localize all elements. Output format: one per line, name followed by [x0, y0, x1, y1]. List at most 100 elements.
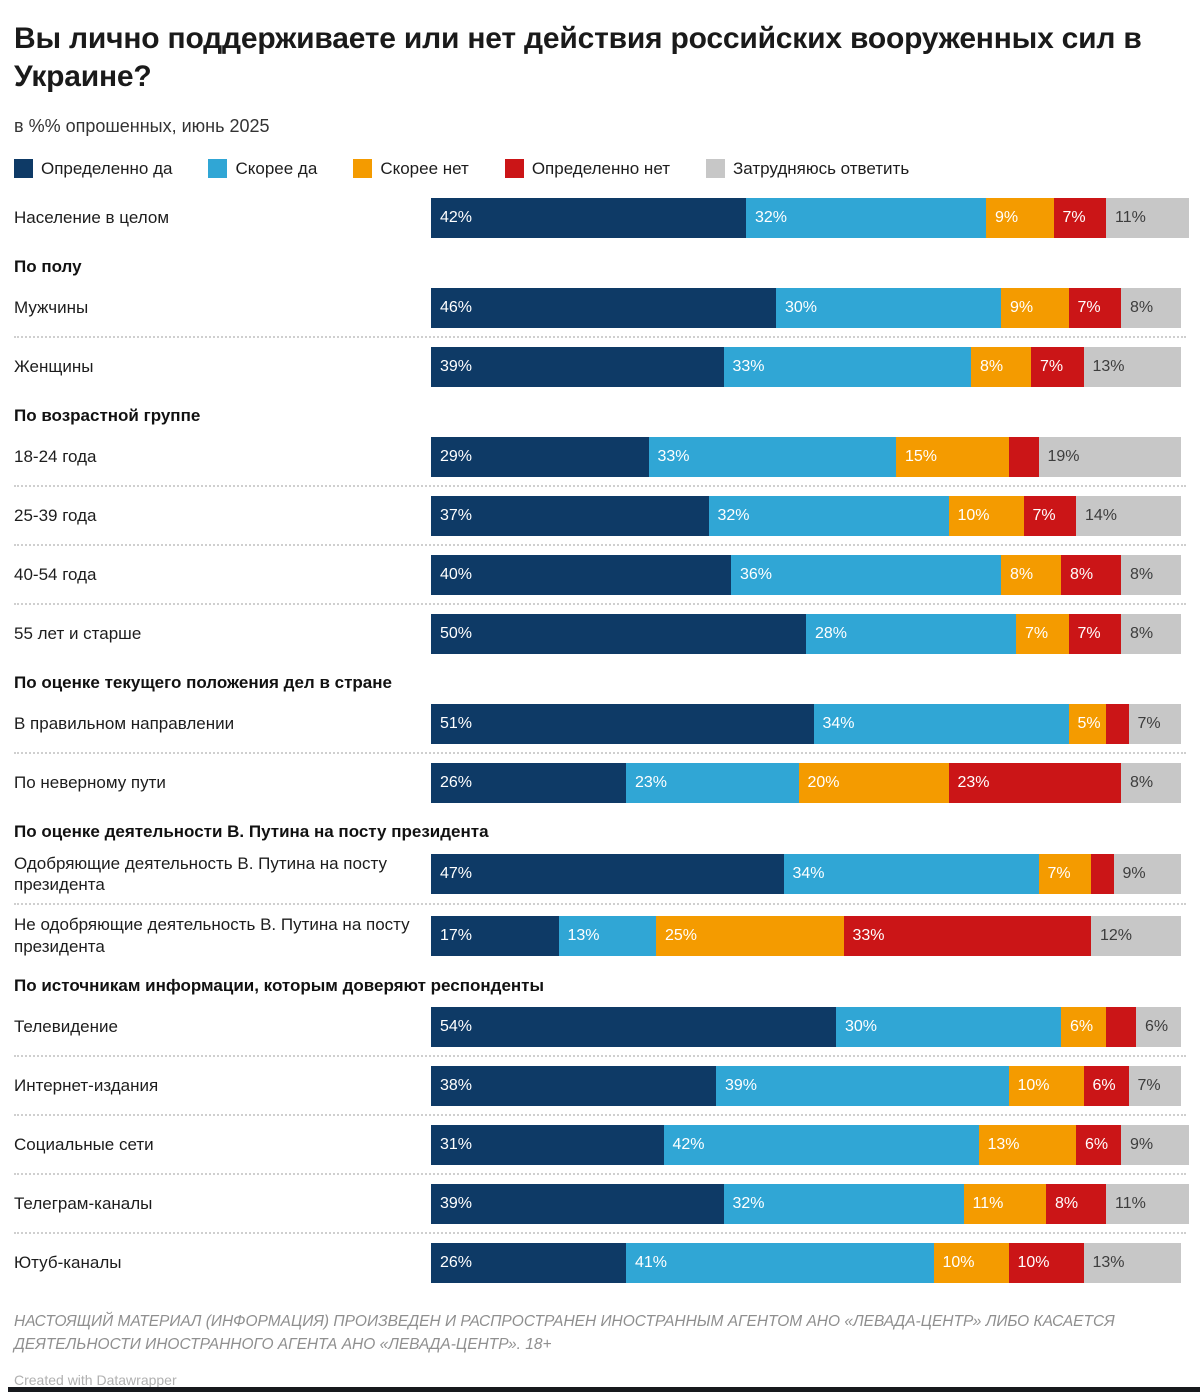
bar-segment-2: 10%	[1008, 1065, 1084, 1106]
bar-segment-1: 34%	[813, 703, 1069, 744]
bar-segment-3: 33%	[843, 915, 1091, 956]
segment-value-label: 26%	[440, 773, 473, 791]
segment-value-label: 7%	[1077, 298, 1101, 316]
bar-row: По неверному пути 26% 23% 20% 23% 8%	[14, 762, 1186, 803]
bar-segment-1: 23%	[626, 762, 799, 803]
segment-value-label: 31%	[440, 1135, 473, 1153]
legend-label: Затрудняюсь ответить	[733, 158, 910, 178]
segment-value-label: 13%	[1092, 357, 1125, 375]
bar-segment-0: 26%	[431, 1242, 626, 1283]
bar-track: 29% 33% 15% 19%	[431, 436, 1193, 477]
segment-value-label: 34%	[822, 714, 855, 732]
bar-track: 47% 34% 7% 9%	[431, 854, 1193, 895]
bar-segment-1: 28%	[806, 613, 1016, 654]
segment-value-label: 19%	[1047, 447, 1080, 465]
bar-segment-0: 29%	[431, 436, 649, 477]
segment-value-label: 34%	[792, 865, 825, 883]
segment-value-label: 54%	[440, 1017, 473, 1035]
bar-segment-3: 6%	[1083, 1065, 1129, 1106]
segment-value-label: 36%	[740, 565, 773, 583]
bar-segment-2: 11%	[963, 1183, 1046, 1224]
bar-segment-3: 7%	[1023, 495, 1076, 536]
bar-segment-3: 7%	[1031, 346, 1084, 387]
segment-value-label: 33%	[852, 926, 885, 944]
bar-row: 18-24 года 29% 33% 15% 19%	[14, 436, 1186, 477]
bar-segment-1: 32%	[723, 1183, 964, 1224]
row-label: Не одобряющие деятельность В. Путина на …	[14, 915, 410, 956]
footer: НАСТОЯЩИЙ МАТЕРИАЛ (ИНФОРМАЦИЯ) ПРОИЗВЕД…	[14, 1310, 1186, 1389]
bar-segment-1: 39%	[716, 1065, 1009, 1106]
segment-value-label: 26%	[440, 1253, 473, 1271]
bar-track: 38% 39% 10% 6% 7%	[431, 1065, 1193, 1106]
row-label: В правильном направлении	[14, 714, 235, 734]
bar-segment-4: 8%	[1121, 762, 1181, 803]
segment-value-label: 8%	[1070, 565, 1094, 583]
segment-value-label: 7%	[1137, 1076, 1161, 1094]
bar-track: 31% 42% 13% 6% 9%	[431, 1124, 1193, 1165]
bottom-divider-bar	[8, 1387, 1200, 1392]
segment-value-label: 30%	[785, 298, 818, 316]
segment-value-label: 8%	[1130, 565, 1154, 583]
segment-value-label: 33%	[657, 447, 690, 465]
bar-segment-1: 30%	[776, 287, 1001, 328]
segment-value-label: 9%	[1122, 865, 1146, 883]
legend-swatch-icon	[504, 159, 524, 179]
segment-value-label: 8%	[1130, 624, 1154, 642]
bar-segment-3	[1106, 1006, 1136, 1047]
bar-segment-1: 34%	[783, 854, 1039, 895]
segment-value-label: 11%	[1115, 208, 1146, 226]
bar-segment-4: 6%	[1136, 1006, 1181, 1047]
bar-segment-2: 9%	[986, 197, 1054, 238]
bar-segment-3	[1091, 854, 1114, 895]
segment-value-label: 20%	[807, 773, 840, 791]
group-header: По полу	[14, 256, 82, 276]
bar-segment-4: 13%	[1083, 1242, 1181, 1283]
legend-label: Скорее да	[235, 158, 318, 178]
segment-value-label: 12%	[1100, 926, 1133, 944]
bar-row: 40-54 года 40% 36% 8% 8% 8%	[14, 554, 1186, 595]
bar-track: 17% 13% 25% 33% 12%	[431, 915, 1193, 956]
row-label: Социальные сети	[14, 1135, 154, 1155]
segment-value-label: 42%	[440, 208, 473, 226]
segment-value-label: 9%	[1010, 298, 1034, 316]
bar-track: 50% 28% 7% 7% 8%	[431, 613, 1193, 654]
bar-segment-2: 10%	[933, 1242, 1009, 1283]
bar-segment-4: 11%	[1106, 1183, 1189, 1224]
bar-segment-0: 47%	[431, 854, 784, 895]
bar-segment-2: 9%	[1001, 287, 1069, 328]
segment-value-label: 13%	[1092, 1253, 1125, 1271]
segment-value-label: 13%	[567, 926, 600, 944]
bar-segment-3: 10%	[1008, 1242, 1084, 1283]
segment-value-label: 46%	[440, 298, 473, 316]
segment-value-label: 23%	[957, 773, 990, 791]
bar-segment-4: 14%	[1076, 495, 1181, 536]
bar-segment-1: 33%	[723, 346, 971, 387]
bar-row: Мужчины 46% 30% 9% 7% 8%	[14, 287, 1186, 328]
bar-segment-0: 26%	[431, 762, 626, 803]
bar-segment-2: 7%	[1016, 613, 1069, 654]
bar-track: 39% 33% 8% 7% 13%	[431, 346, 1193, 387]
segment-value-label: 32%	[755, 208, 788, 226]
segment-value-label: 8%	[1130, 773, 1154, 791]
row-label: 55 лет и старше	[14, 624, 142, 644]
bar-row: Социальные сети 31% 42% 13% 6% 9%	[14, 1124, 1189, 1165]
bar-segment-3	[1008, 436, 1039, 477]
row-separator	[14, 1054, 1186, 1057]
segment-value-label: 6%	[1070, 1017, 1094, 1035]
legend-swatch-icon	[706, 159, 725, 179]
bar-row: В правильном направлении 51% 34% 5% 7%	[14, 703, 1186, 744]
segment-value-label: 7%	[1032, 506, 1056, 524]
segment-value-label: 29%	[440, 447, 473, 465]
segment-value-label: 39%	[725, 1076, 758, 1094]
segment-value-label: 15%	[905, 447, 938, 465]
legend-label: Определенно нет	[531, 158, 670, 178]
row-separator	[14, 751, 1186, 754]
legend-swatch-icon	[14, 159, 33, 179]
group-header: По оценке текущего положения дел в стран…	[14, 672, 392, 692]
segment-value-label: 11%	[972, 1194, 1004, 1212]
bar-segment-2: 13%	[978, 1124, 1076, 1165]
bar-row: Одобряющие деятельность В. Путина на пос…	[14, 853, 1186, 896]
row-label: По неверному пути	[14, 773, 166, 793]
segment-value-label: 9%	[995, 208, 1019, 226]
bar-segment-2: 8%	[1001, 554, 1061, 595]
